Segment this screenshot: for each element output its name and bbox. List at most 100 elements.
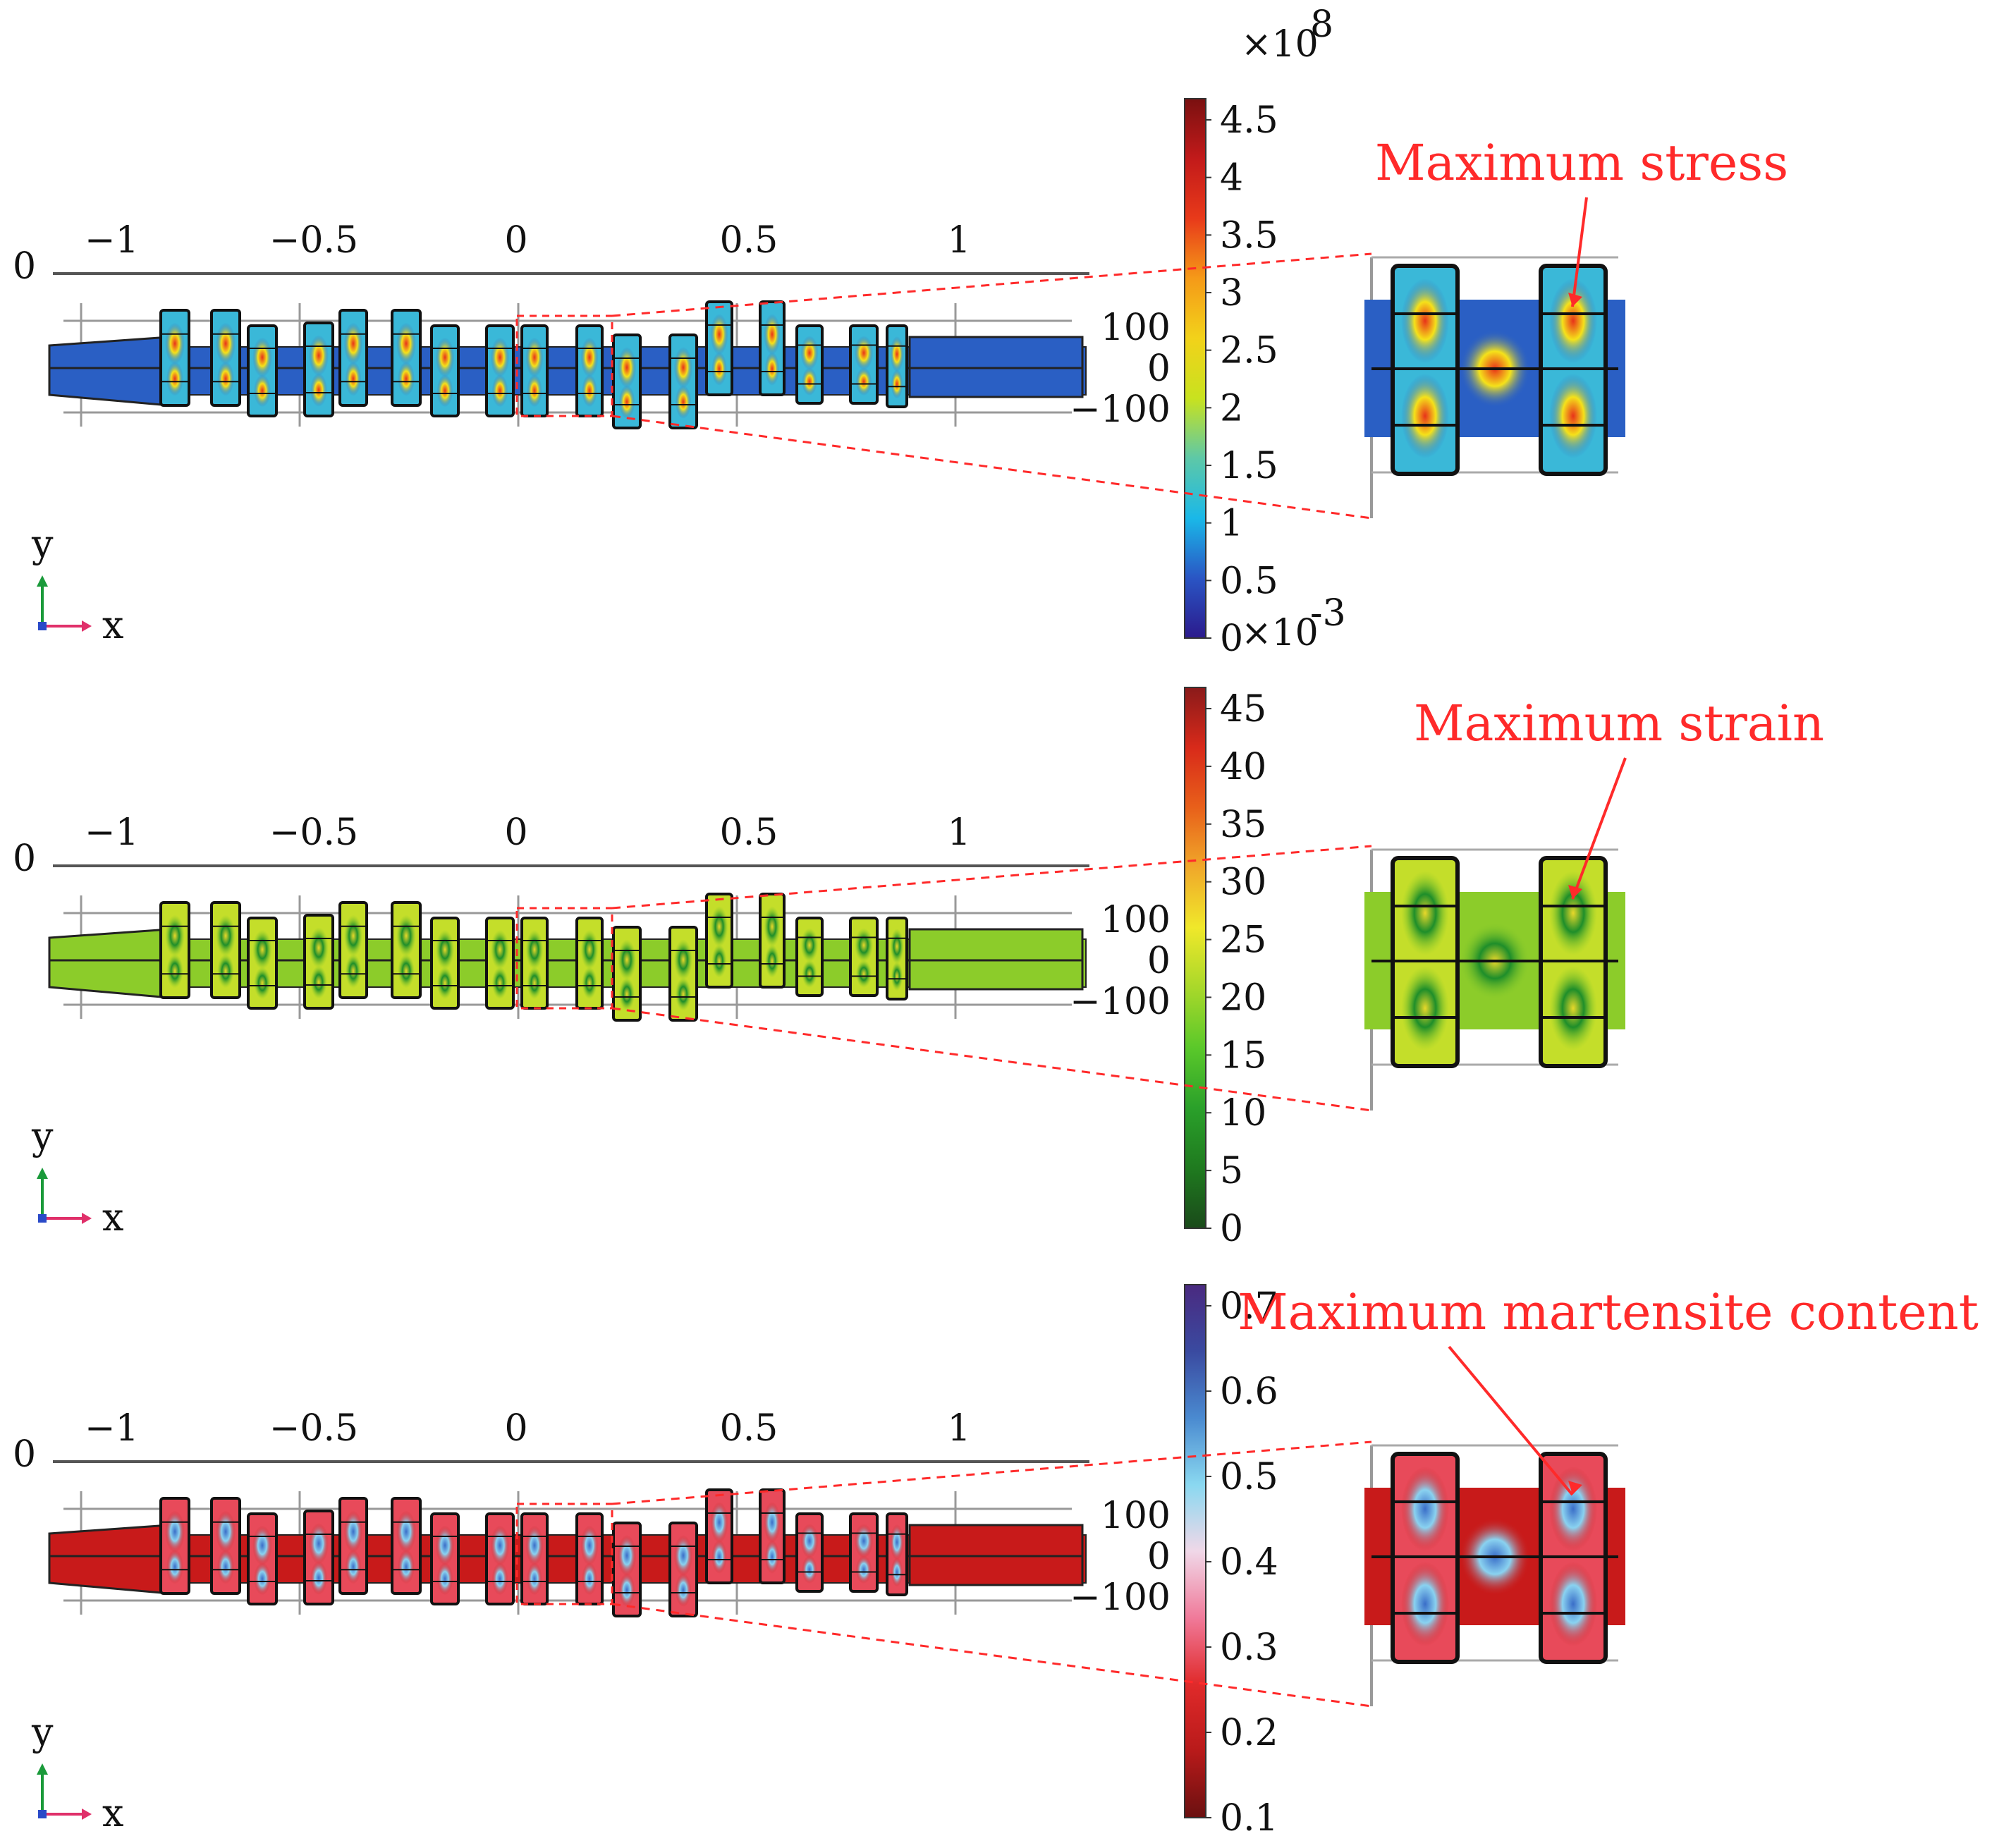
hotspot (764, 944, 780, 978)
x-arrow-head (82, 1213, 92, 1224)
hotspot (675, 977, 692, 1011)
hotspot (343, 322, 363, 365)
hotspot (617, 347, 637, 388)
hotspot (673, 939, 693, 981)
hotspot (764, 906, 781, 948)
annotation-label: Maximum strain (1414, 694, 1824, 752)
hotspot (525, 929, 544, 969)
shaft-end-left (48, 336, 171, 407)
hotspot (345, 953, 362, 989)
shaft-end-left (48, 1524, 171, 1595)
zoom-hotspot (1401, 1467, 1449, 1551)
hotspot (710, 906, 728, 948)
zoom-hotspot (1549, 1562, 1597, 1646)
x-arrow-head (82, 620, 92, 632)
colorbar-label: 0.3 (1220, 1627, 1278, 1669)
hotspot (165, 1510, 185, 1553)
hotspot (618, 1573, 635, 1607)
colorbar (1184, 687, 1206, 1229)
colorbar (1184, 98, 1206, 639)
colorbar-label: 0.6 (1220, 1371, 1278, 1413)
zoom-source-box (515, 1503, 613, 1605)
annotation-arrow (1448, 1345, 1574, 1496)
x-axis-label: x (102, 1791, 123, 1835)
hotspot (217, 1549, 234, 1584)
annotation-label: Maximum martensite content (1238, 1283, 1979, 1341)
colorbar-label: 0.4 (1220, 1541, 1278, 1584)
hotspot (252, 337, 272, 377)
zoom-connector (611, 1007, 1372, 1112)
zoom-connector (611, 1603, 1372, 1708)
x-tick-label: 0 (504, 219, 527, 262)
colorbar-label: 25 (1220, 919, 1266, 962)
colorbar-label: 2 (1220, 387, 1243, 429)
hotspot (309, 1523, 329, 1565)
hotspot (254, 1562, 271, 1596)
x-tick-label: −0.5 (269, 1407, 358, 1450)
colorbar-label: 4 (1220, 157, 1243, 200)
hotspot (343, 914, 363, 957)
y-arrow-head (37, 575, 48, 587)
hotspot (618, 385, 635, 419)
hotspot (396, 322, 416, 365)
colorbar-label: 1 (1220, 503, 1243, 545)
hotspot (435, 337, 455, 377)
origin-marker (38, 1214, 47, 1223)
hotspot (617, 1535, 637, 1577)
zoom-hotspot (1401, 374, 1449, 458)
y-axis-label: y (31, 522, 54, 566)
panel-martensite: 0−1 −0.5 0 0.5 11000−100yx0.70.60.50.40.30.2… (13, 1283, 1979, 1840)
hotspot (582, 374, 597, 408)
colorbar-label: 20 (1220, 977, 1266, 1019)
hotspot (800, 1524, 819, 1558)
hotspot (436, 967, 453, 1000)
x-tick-label: −1 (85, 812, 139, 854)
hotspot (855, 1555, 872, 1584)
x-tick-label: 0 (504, 812, 527, 854)
colorbar-exponent-power: -3 (1310, 592, 1346, 635)
y-axis-label: y (31, 1710, 54, 1754)
y-axis-label: y (31, 1114, 54, 1158)
colorbar-label: 0.2 (1220, 1712, 1278, 1754)
hotspot (398, 1549, 415, 1584)
hotspot (309, 927, 329, 969)
colorbar-exponent-power: 8 (1310, 4, 1333, 46)
panel-strain: 0−1 −0.5 0 0.5 11000−100yx454035302520151050… (13, 592, 1824, 1250)
hotspot (527, 1562, 542, 1596)
hotspot (525, 1525, 544, 1565)
hotspot (490, 1525, 510, 1565)
hotspot (345, 361, 362, 396)
y-tick-label: −100 (1070, 1577, 1171, 1619)
panel-stress: 0−1 −0.5 0 0.5 11000−100yx4.543.532.521.510.… (13, 4, 1788, 660)
zoom-connector (611, 415, 1372, 520)
hotspot (398, 361, 415, 396)
hotspot (890, 1524, 904, 1560)
hotspot (490, 929, 510, 969)
y-tick-label: −100 (1070, 981, 1171, 1023)
x-axis-label: x (102, 603, 123, 647)
hotspot (580, 929, 599, 969)
hotspot (890, 336, 904, 372)
zoom-hotspot (1401, 871, 1449, 955)
colorbar-exponent: ×10 (1241, 612, 1319, 654)
shaft-end-left (48, 928, 171, 999)
colorbar-label: 30 (1220, 862, 1266, 904)
hotspot (343, 1510, 363, 1553)
hotspot (527, 374, 542, 408)
x-axis-label: x (102, 1195, 123, 1240)
hotspot (855, 960, 872, 988)
y-tick-label: 0 (1147, 348, 1171, 390)
y-tick-label: 100 (1101, 1495, 1171, 1537)
origin-marker (38, 1810, 47, 1818)
hotspot (618, 977, 635, 1011)
x-tick-label: −1 (85, 219, 139, 262)
hotspot (216, 914, 236, 957)
colorbar-label: 2.5 (1220, 330, 1278, 372)
hotspot (217, 361, 234, 396)
annotation-arrow (1571, 757, 1627, 900)
colorbar-label: 0.1 (1220, 1797, 1278, 1840)
hotspot (396, 914, 416, 957)
colorbar-exponent: ×10 (1241, 23, 1319, 66)
hotspot (854, 928, 874, 962)
hotspot (617, 939, 637, 981)
